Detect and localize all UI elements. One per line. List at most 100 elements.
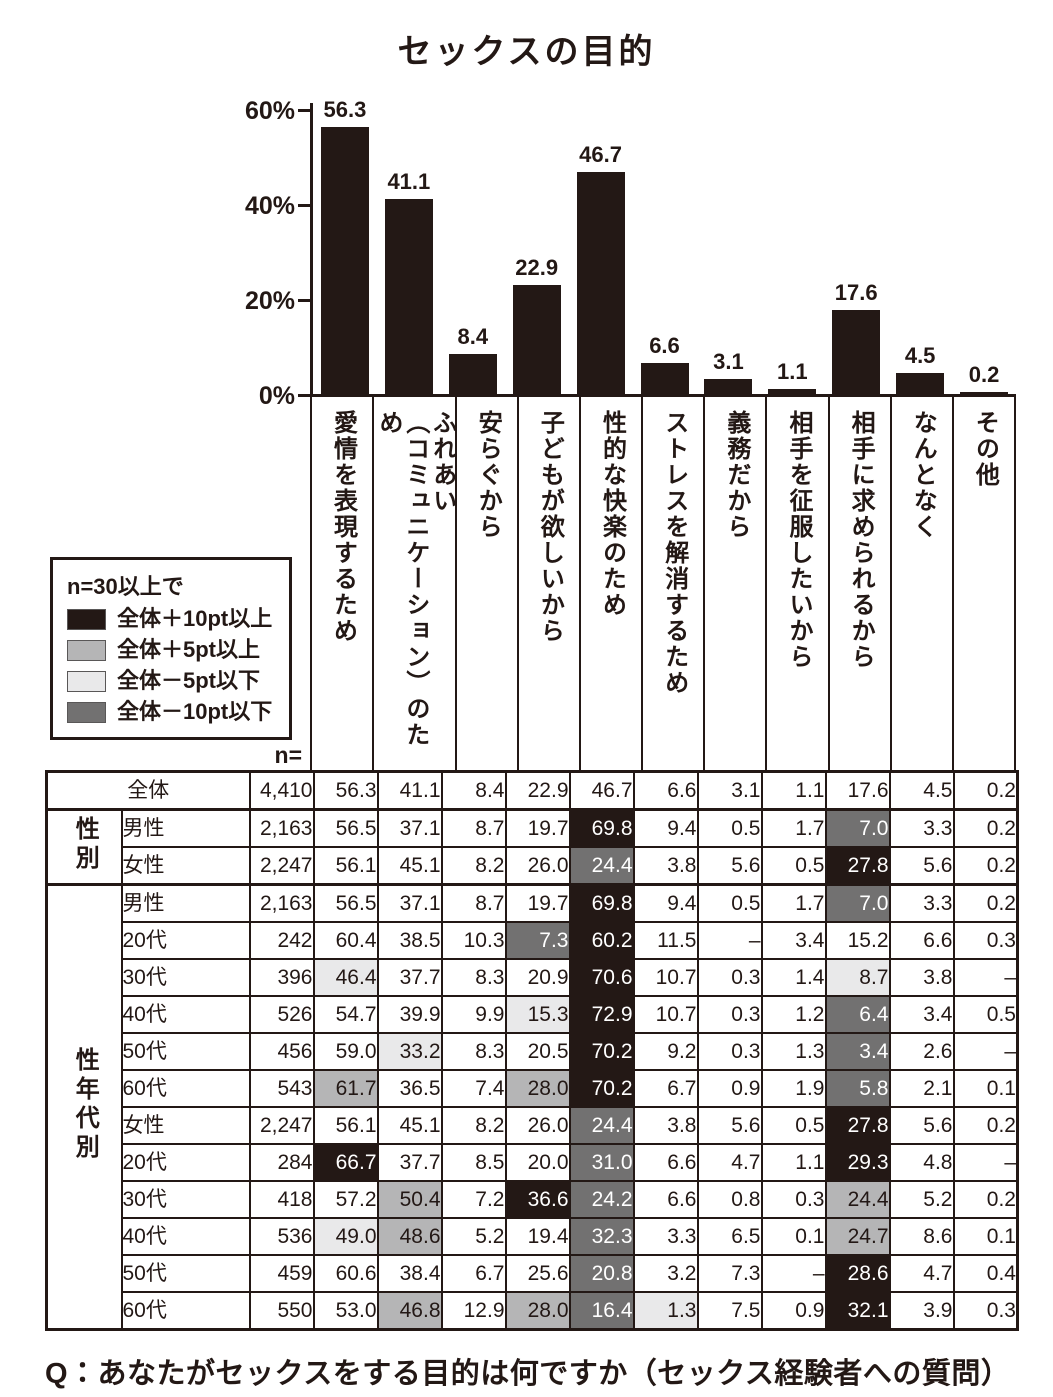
- legend-swatch: [67, 701, 106, 723]
- value-cell: 61.7: [312, 1069, 379, 1108]
- value-cell: 0.2: [952, 846, 1019, 886]
- value-cell: 0.1: [952, 1069, 1019, 1108]
- value-cell: 9.2: [632, 1032, 699, 1071]
- y-tick: [298, 204, 311, 207]
- bar: [960, 392, 1009, 394]
- shading-legend: n=30以上で 全体＋10pt以上 全体＋5pt以上 全体－5pt以下 全体－10pt…: [50, 557, 292, 740]
- bar: [640, 363, 689, 394]
- value-cell: 8.6: [888, 1217, 955, 1256]
- value-cell: 20.8: [568, 1254, 635, 1293]
- value-cell: 4.7: [696, 1143, 763, 1182]
- bar-value-label: 17.6: [834, 280, 878, 305]
- value-cell: 15.2: [824, 921, 891, 960]
- table-row: 60代 543 61.7 36.5 7.4 28.0 70.2 6.7 0.9 1.9 5.8 2.1…: [47, 1069, 1019, 1108]
- value-cell: 20.0: [504, 1143, 571, 1182]
- value-cell: 1.9: [760, 1069, 827, 1108]
- category-label-row: 愛情を表現するため ふれあい （コミュニケーション）のため 安らぐから 子どもが欲しい…: [310, 397, 1017, 770]
- value-cell: 0.5: [696, 883, 763, 923]
- value-cell: 3.9: [888, 1291, 955, 1331]
- value-cell: 7.0: [824, 883, 891, 923]
- legend-item-label: 全体＋10pt以上: [117, 606, 273, 631]
- value-cell: 56.5: [312, 808, 379, 848]
- category-label: 性的な快楽のため: [598, 410, 626, 618]
- table-row: 40代 526 54.7 39.9 9.9 15.3 72.9 10.7 0.3 1.2 6.4 3.…: [47, 995, 1019, 1034]
- value-cell: 0.2: [952, 1180, 1019, 1219]
- row-label: 60代: [120, 1069, 251, 1108]
- bar-value-label: 56.3: [323, 97, 367, 122]
- value-cell: 5.6: [888, 846, 955, 886]
- value-cell: 24.4: [824, 1180, 891, 1219]
- value-cell: 26.0: [504, 1106, 571, 1145]
- value-cell: 3.4: [760, 921, 827, 960]
- value-cell: 4.5: [888, 770, 955, 811]
- category-label: ふれあい （コミュニケーション）のため: [375, 410, 456, 748]
- value-cell: –: [760, 1254, 827, 1293]
- value-cell: 32.1: [824, 1291, 891, 1331]
- value-cell: 0.3: [760, 1180, 827, 1219]
- row-n-value: 550: [248, 1291, 315, 1331]
- bar-value-label: 46.7: [579, 142, 622, 167]
- row-label: 50代: [120, 1254, 251, 1293]
- value-cell: 50.4: [376, 1180, 443, 1219]
- bar-value-label: 3.1: [713, 349, 744, 374]
- category-cell: なんとなく: [889, 397, 952, 770]
- bar: [704, 379, 753, 394]
- bar: [832, 310, 881, 394]
- value-cell: 5.6: [696, 846, 763, 886]
- value-cell: 37.7: [376, 958, 443, 997]
- value-cell: 36.5: [376, 1069, 443, 1108]
- row-label: 女性: [120, 1106, 251, 1145]
- value-cell: 69.8: [568, 883, 635, 923]
- value-cell: 0.2: [952, 883, 1019, 923]
- legend-item: 全体＋5pt以上: [67, 639, 279, 661]
- y-axis-line: [310, 103, 313, 397]
- legend-item: 全体－10pt以下: [67, 701, 279, 723]
- value-cell: 37.1: [376, 883, 443, 923]
- value-cell: 56.3: [312, 770, 379, 811]
- y-tick-label: 60%: [244, 97, 295, 125]
- bar: [320, 127, 369, 394]
- value-cell: –: [952, 1143, 1019, 1182]
- value-cell: 0.3: [696, 1032, 763, 1071]
- legend-items: 全体＋10pt以上 全体＋5pt以上 全体－5pt以下 全体－10pt以下: [67, 608, 279, 723]
- data-table: 全体 4,410 56.3 41.1 8.4 22.9 46.7 6.6 3.1 1.1 17.6 4…: [45, 770, 1019, 1331]
- value-cell: 7.2: [440, 1180, 507, 1219]
- row-n-value: 536: [248, 1217, 315, 1256]
- value-cell: 3.3: [888, 808, 955, 848]
- value-cell: 0.2: [952, 808, 1019, 848]
- value-cell: 0.5: [696, 808, 763, 848]
- row-n-value: 526: [248, 995, 315, 1034]
- value-cell: 5.2: [888, 1180, 955, 1219]
- value-cell: 46.7: [568, 770, 635, 811]
- value-cell: 0.3: [696, 958, 763, 997]
- value-cell: 6.6: [632, 1180, 699, 1219]
- bar-value-label: 22.9: [515, 255, 559, 280]
- row-n-value: 456: [248, 1032, 315, 1071]
- y-tick-label: 20%: [244, 287, 295, 315]
- value-cell: 45.1: [376, 846, 443, 886]
- value-cell: 1.1: [760, 770, 827, 811]
- value-cell: 38.4: [376, 1254, 443, 1293]
- value-cell: 6.6: [632, 770, 699, 811]
- value-cell: 0.5: [760, 846, 827, 886]
- legend-item-label: 全体－10pt以下: [117, 699, 273, 724]
- value-cell: 28.0: [504, 1291, 571, 1331]
- value-cell: 17.6: [824, 770, 891, 811]
- row-n-value: 242: [248, 921, 315, 960]
- value-cell: 8.3: [440, 1032, 507, 1071]
- value-cell: 8.7: [824, 958, 891, 997]
- table-row: 性年代別 男性 2,163 56.5 37.1 8.7 19.7 69.8 9.4 0.5 1.7 7…: [45, 883, 1019, 1331]
- category-label: 義務だから: [722, 410, 750, 540]
- value-cell: 25.6: [504, 1254, 571, 1293]
- value-cell: 38.5: [376, 921, 443, 960]
- legend-item-label: 全体＋5pt以上: [117, 637, 261, 662]
- value-cell: –: [952, 958, 1019, 997]
- table-row: 20代 284 66.7 37.7 8.5 20.0 31.0 6.6 4.7 1.1 29.3 4.…: [47, 1143, 1019, 1182]
- table-row: 性別 男性 2,163 56.5 37.1 8.7 19.7 69.8 9.4 0.5 1.7 7.0…: [45, 808, 1019, 886]
- value-cell: 3.3: [888, 883, 955, 923]
- value-cell: 60.4: [312, 921, 379, 960]
- value-cell: 4.7: [888, 1254, 955, 1293]
- y-tick: [298, 109, 311, 112]
- value-cell: 16.4: [568, 1291, 635, 1331]
- value-cell: 12.9: [440, 1291, 507, 1331]
